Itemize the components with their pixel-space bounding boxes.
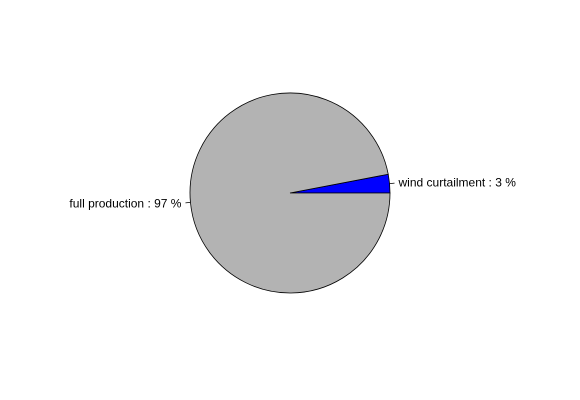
pie-label-0: wind curtailment : 3 % [398,176,517,190]
pie-slices [189,92,391,294]
pie-label-ticks [185,182,395,204]
pie-label-1: full production : 97 % [69,196,181,210]
pie-labels: wind curtailment : 3 % full production : … [69,176,516,211]
pie-slice-1 [189,92,391,294]
